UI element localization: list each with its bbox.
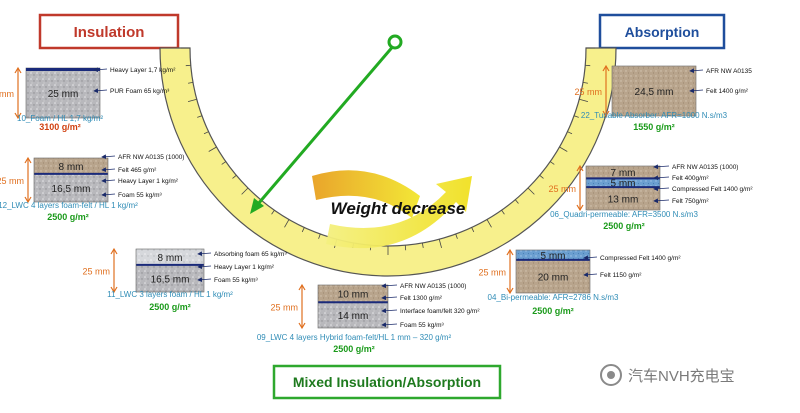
layer-annotation: Foam 55 kg/m³ <box>400 322 445 329</box>
layer-thickness-label: 8 mm <box>59 162 84 173</box>
layer-annotation: Heavy Layer 1 kg/m² <box>118 178 179 185</box>
layer-thickness-label: 20 mm <box>538 272 569 283</box>
layer-thickness-label: 16,5 mm <box>52 184 91 195</box>
sample-weight: 2500 g/m² <box>532 306 574 316</box>
layer-thickness-label: 10 mm <box>338 290 369 301</box>
sample-caption: 06_Quadri-permeable: AFR=3500 N.s/m3 <box>550 210 698 219</box>
layer-annotation: Compressed Felt 1400 g/m² <box>672 186 753 193</box>
layer-thickness-label: 24,5 mm <box>635 87 674 98</box>
layer-thickness-label: 16,5 mm <box>151 274 190 285</box>
sample-caption: 04_Bi-permeable: AFR=2786 N.s/m3 <box>488 293 620 302</box>
layer-thickness-label: 8 mm <box>158 253 183 264</box>
layer-annotation: PUR Foam 65 kg/m³ <box>110 88 170 95</box>
layer-annotation: Felt 1300 g/m² <box>400 295 443 302</box>
layer-annotation: Foam 55 kg/m³ <box>118 192 163 199</box>
layer-annotation: Interface foam/felt 320 g/m² <box>400 308 480 315</box>
total-thickness-label: 25 mm <box>82 267 110 277</box>
total-thickness-label: 25 mm <box>0 89 14 99</box>
layer-thickness-label: 13 mm <box>608 195 639 206</box>
layer-annotation: AFR NW A0135 (1000) <box>118 154 184 161</box>
insulation-heading-text: Insulation <box>74 24 145 41</box>
sample-caption: 12_LWC 4 layers foam-felt / HL 1 kg/m² <box>0 201 138 210</box>
layer-annotation: Foam 55 kg/m³ <box>214 277 259 284</box>
sample-weight: 2500 g/m² <box>603 221 645 231</box>
sample-lwc4: 8 mm 16,5 mm 25 mm AFR NW A0135 (1000) Felt … <box>0 154 184 222</box>
absorption-heading-text: Absorption <box>625 24 700 40</box>
layer-annotation: AFR NW A0135 (1000) <box>672 164 738 171</box>
layer-thickness-label: 25 mm <box>48 89 79 100</box>
total-thickness-label: 25 mm <box>478 268 506 278</box>
layer-annotation: Absorbing foam 65 kg/m³ <box>214 251 287 258</box>
sample-caption: 22_Tunable Absorber: AFR=1000 N.s/m3 <box>581 111 728 120</box>
sample-weight: 1550 g/m² <box>633 122 675 132</box>
sample-caption: 09_LWC 4 layers Hybrid foam-felt/HL 1 mm… <box>257 333 452 342</box>
layer-annotation: Heavy Layer 1,7 kg/m² <box>110 67 176 74</box>
annotation-leader <box>102 156 115 157</box>
layer-annotation: Felt 750g/m² <box>672 198 709 205</box>
wechat-icon <box>600 364 622 386</box>
insulation-heading: Insulation <box>40 15 178 48</box>
sample-weight: 2500 g/m² <box>149 302 191 312</box>
total-thickness-label: 25 mm <box>548 184 576 194</box>
layer-annotation: Felt 400g/m² <box>672 175 709 182</box>
layer-thickness-label: 14 mm <box>338 311 369 322</box>
watermark: 汽车NVH充电宝 <box>600 360 790 390</box>
mixed-heading-text: Mixed Insulation/Absorption <box>293 374 481 390</box>
sample-hybrid: 10 mm 14 mm 25 mm AFR NW A0135 (1000) Felt 1… <box>257 283 480 354</box>
mixed-heading: Mixed Insulation/Absorption <box>274 366 500 398</box>
total-thickness-label: 25 mm <box>574 87 602 97</box>
sample-caption: 11_LWC 3 layers foam / HL 1 kg/m² <box>107 290 233 299</box>
absorption-heading: Absorption <box>600 15 724 48</box>
layer-annotation: Felt 1150 g/m² <box>600 272 642 279</box>
total-thickness-label: 25 mm <box>0 176 24 186</box>
layer-annotation: AFR NW A0135 <box>706 68 752 75</box>
sample-weight: 3100 g/m² <box>39 122 81 132</box>
layer-annotation: Felt 465 g/m² <box>118 167 157 174</box>
layer-annotation: Heavy Layer 1 kg/m² <box>214 264 275 271</box>
total-thickness-label: 25 mm <box>270 303 298 313</box>
layer-annotation: Felt 1400 g/m² <box>706 88 749 95</box>
weight-decrease-label: Weight decrease <box>331 199 466 218</box>
sample-lwc3: 8 mm 16,5 mm 25 mm Absorbing foam 65 kg/m³ H… <box>82 249 287 312</box>
sample-weight: 2500 g/m² <box>333 344 375 354</box>
sample-foam-hl: 25 mm 25 mm Heavy Layer 1,7 kg/m² PUR Foam … <box>0 67 176 132</box>
layer-annotation: Compressed Felt 1400 g/m² <box>600 255 681 262</box>
watermark-text: 汽车NVH充电宝 <box>628 365 735 386</box>
layer-annotation: AFR NW A0135 (1000) <box>400 283 466 290</box>
sample-weight: 2500 g/m² <box>47 212 89 222</box>
